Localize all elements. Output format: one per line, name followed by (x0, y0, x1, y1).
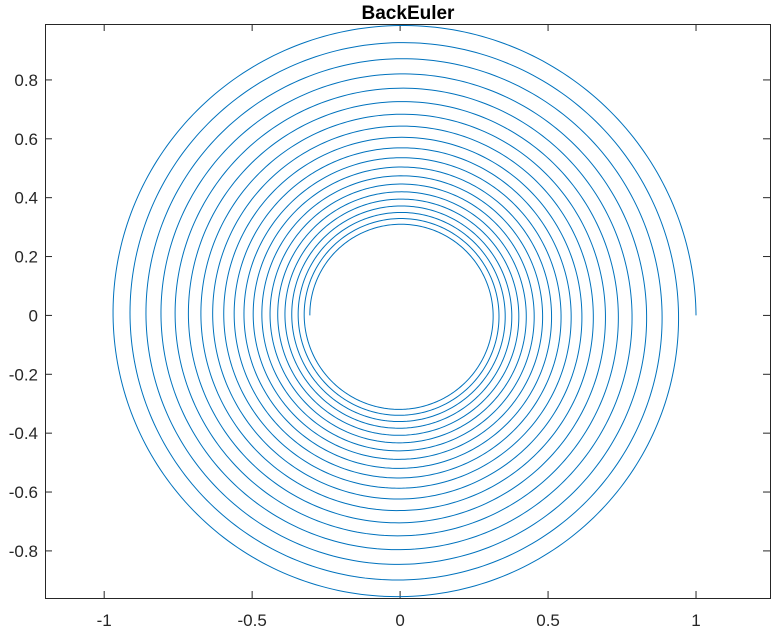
x-tick-label: -1 (97, 611, 112, 630)
axis-tick-labels: -1 -0.5 0 0.5 1 -0.8 -0.6 -0.4 -0.2 0 0.2 0.4 0.6 0.8 (9, 71, 701, 630)
y-tick-label: -0.8 (9, 542, 38, 561)
y-tick-label: -0.2 (9, 365, 38, 384)
y-tick-label: 0.2 (14, 248, 38, 267)
x-tick-label: 1 (691, 611, 700, 630)
x-tick-label: -0.5 (237, 611, 266, 630)
y-tick-label: 0.6 (14, 130, 38, 149)
axis-ticks (45, 24, 770, 598)
y-tick-label: 0.8 (14, 71, 38, 90)
y-tick-label: 0 (29, 306, 38, 325)
y-tick-label: 0.4 (14, 189, 38, 208)
y-tick-label: -0.6 (9, 483, 38, 502)
x-tick-label: 0 (395, 611, 404, 630)
y-tick-label: -0.4 (9, 424, 38, 443)
axes-frame (45, 24, 771, 599)
series-line-spiral (112, 24, 697, 598)
x-tick-label: 0.5 (536, 611, 560, 630)
chart-title: BackEuler (362, 3, 456, 24)
